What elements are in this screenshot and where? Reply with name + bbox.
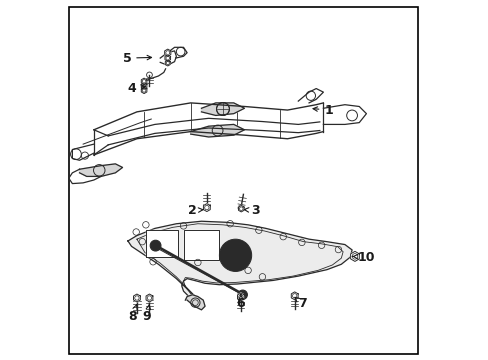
Text: 4: 4 (127, 82, 145, 95)
Text: 9: 9 (142, 304, 151, 323)
Polygon shape (183, 230, 219, 260)
Polygon shape (141, 83, 146, 89)
Circle shape (219, 239, 251, 271)
Polygon shape (185, 295, 204, 310)
Polygon shape (165, 60, 170, 66)
Polygon shape (238, 206, 244, 212)
Text: 6: 6 (236, 294, 244, 310)
Polygon shape (80, 164, 122, 176)
Polygon shape (201, 103, 244, 116)
Text: 5: 5 (122, 51, 151, 64)
Polygon shape (146, 294, 153, 302)
Text: 1: 1 (312, 104, 332, 117)
Circle shape (150, 240, 161, 251)
Polygon shape (164, 55, 170, 61)
Polygon shape (133, 294, 140, 302)
Polygon shape (145, 230, 178, 257)
Polygon shape (291, 292, 298, 300)
Polygon shape (164, 49, 170, 56)
Polygon shape (190, 125, 244, 137)
Polygon shape (203, 204, 210, 212)
Polygon shape (350, 251, 359, 261)
Polygon shape (128, 221, 351, 303)
Polygon shape (141, 87, 146, 94)
Circle shape (238, 290, 247, 300)
Polygon shape (237, 293, 244, 301)
Text: 8: 8 (128, 304, 137, 323)
Text: 3: 3 (244, 204, 259, 217)
Polygon shape (141, 78, 146, 85)
Text: 10: 10 (351, 251, 374, 264)
Text: 2: 2 (188, 204, 203, 217)
Text: 7: 7 (294, 297, 306, 310)
